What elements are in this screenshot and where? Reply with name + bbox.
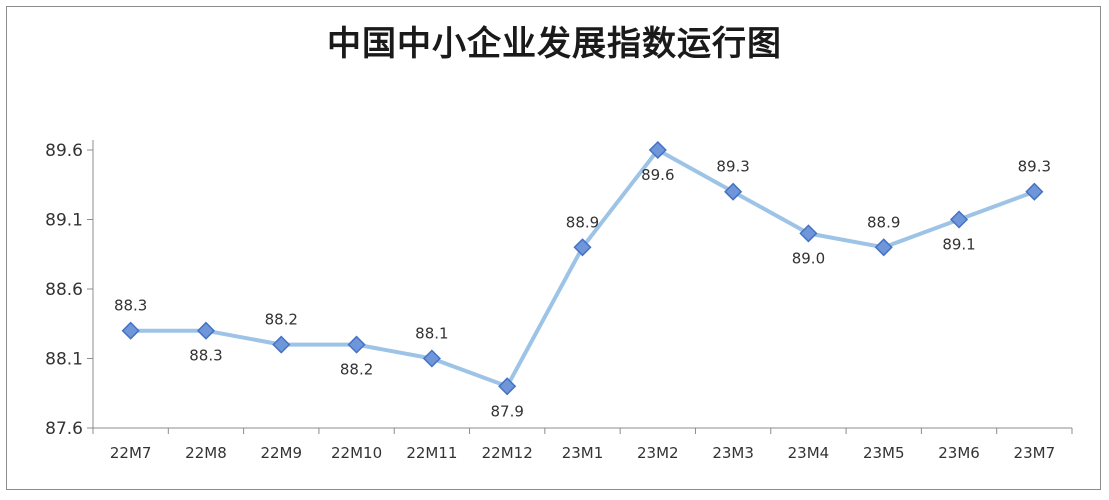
series-polyline <box>130 148 1035 389</box>
data-label: 87.9 <box>490 402 523 420</box>
x-tick-label: 22M8 <box>185 444 227 462</box>
y-tick-label: 87.6 <box>45 419 83 439</box>
data-point-marker <box>196 321 216 340</box>
data-point-marker <box>422 349 441 368</box>
x-tick-label: 23M6 <box>938 444 980 462</box>
data-point-marker <box>498 377 517 396</box>
axes <box>87 140 1073 434</box>
y-tick-label: 89.6 <box>45 141 83 161</box>
data-label: 88.2 <box>265 311 298 329</box>
series-markers <box>121 140 1044 396</box>
x-tick-label: 22M9 <box>260 444 302 462</box>
x-tick-label: 22M10 <box>331 444 382 462</box>
data-label: 89.6 <box>641 166 674 184</box>
x-tick-label: 22M7 <box>110 444 152 462</box>
x-tick-label: 23M1 <box>562 444 604 462</box>
data-point-marker <box>573 238 592 257</box>
y-tick-label: 89.1 <box>45 211 83 231</box>
data-point-marker <box>874 238 893 257</box>
x-tick-labels: 22M7 22M8 22M9 22M10 22M11 22M12 23M1 23M2 23M3 2… <box>110 444 1055 462</box>
series-line <box>130 148 1035 389</box>
data-point-marker <box>724 182 743 201</box>
x-tick-label: 23M3 <box>712 444 754 462</box>
y-tick-label: 88.1 <box>45 350 83 370</box>
data-point-marker <box>648 140 667 160</box>
data-point-marker <box>121 321 140 340</box>
data-point-marker <box>272 335 291 354</box>
data-label: 88.9 <box>867 213 900 231</box>
data-point-marker <box>1025 182 1044 201</box>
data-label: 88.3 <box>189 347 222 365</box>
y-tick-label: 88.6 <box>45 280 83 300</box>
chart-frame <box>6 6 1101 490</box>
data-label: 89.0 <box>792 249 825 267</box>
x-tick-label: 23M7 <box>1014 444 1056 462</box>
data-label: 89.3 <box>1018 158 1051 176</box>
y-tick-labels: 87.6 88.1 88.6 89.1 89.6 <box>45 141 83 439</box>
data-point-marker <box>799 224 818 243</box>
data-point-marker <box>949 210 969 229</box>
data-label: 88.9 <box>566 213 599 231</box>
data-label: 88.1 <box>415 325 448 343</box>
x-tick-label: 23M2 <box>637 444 679 462</box>
chart-title: 中国中小企业发展指数运行图 <box>327 24 782 64</box>
x-tick-label: 22M12 <box>482 444 533 462</box>
data-label: 88.3 <box>114 297 147 315</box>
data-labels: 88.3 88.3 88.2 88.2 88.1 87.9 88.9 89.6 89.3 89.0… <box>114 158 1051 421</box>
data-label: 88.2 <box>340 361 373 379</box>
x-tick-label: 23M4 <box>788 444 830 462</box>
data-label: 89.3 <box>716 158 749 176</box>
x-tick-label: 22M11 <box>406 444 457 462</box>
data-label: 89.1 <box>942 236 975 254</box>
data-point-marker <box>347 335 366 354</box>
x-tick-label: 23M5 <box>863 444 905 462</box>
